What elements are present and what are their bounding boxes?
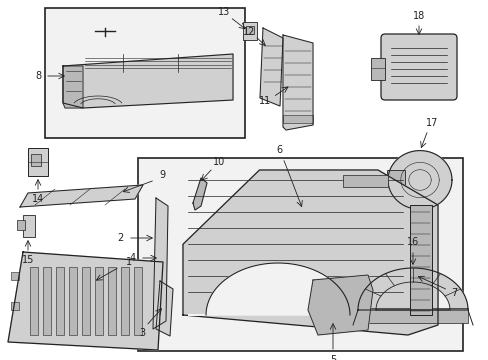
Bar <box>31 154 41 166</box>
Text: 10: 10 <box>212 157 224 167</box>
Bar <box>43 267 51 335</box>
Bar <box>11 272 19 280</box>
Text: 8: 8 <box>35 71 41 81</box>
Bar <box>69 267 77 335</box>
Bar <box>56 267 64 335</box>
Polygon shape <box>283 35 312 130</box>
Text: 2: 2 <box>117 233 123 243</box>
Text: 11: 11 <box>258 96 270 106</box>
Text: 9: 9 <box>159 170 165 180</box>
Text: 17: 17 <box>425 118 437 128</box>
Text: 5: 5 <box>329 355 335 360</box>
Polygon shape <box>183 170 437 335</box>
Text: 6: 6 <box>275 145 282 155</box>
Bar <box>28 148 48 176</box>
Bar <box>283 115 312 123</box>
Bar <box>108 267 116 335</box>
Polygon shape <box>307 275 372 335</box>
Bar <box>357 308 467 323</box>
Polygon shape <box>187 263 349 315</box>
Bar <box>138 158 462 351</box>
Polygon shape <box>153 198 168 329</box>
Polygon shape <box>387 150 451 210</box>
Polygon shape <box>20 185 142 207</box>
Bar <box>95 267 103 335</box>
Bar <box>134 267 142 335</box>
Text: 7: 7 <box>450 288 456 298</box>
Bar <box>243 22 257 40</box>
Polygon shape <box>8 252 163 350</box>
Bar <box>394 194 404 229</box>
Bar <box>386 170 404 194</box>
Text: 1: 1 <box>125 257 132 267</box>
Bar <box>409 205 431 315</box>
Bar <box>245 26 253 34</box>
FancyBboxPatch shape <box>380 34 456 100</box>
Bar <box>17 220 25 230</box>
Text: 14: 14 <box>32 194 44 204</box>
Polygon shape <box>156 281 173 336</box>
Text: 13: 13 <box>218 7 230 17</box>
Bar <box>342 175 387 187</box>
Polygon shape <box>63 54 232 108</box>
Polygon shape <box>260 28 283 106</box>
Text: 3: 3 <box>139 328 145 338</box>
Bar <box>23 215 35 237</box>
Bar <box>82 267 90 335</box>
Bar <box>11 302 19 310</box>
Bar <box>121 267 129 335</box>
Polygon shape <box>63 66 83 108</box>
Text: 16: 16 <box>406 237 418 247</box>
Text: 18: 18 <box>412 11 424 21</box>
Text: 4: 4 <box>130 253 136 263</box>
Text: 15: 15 <box>22 255 34 265</box>
Polygon shape <box>357 268 467 310</box>
Text: 12: 12 <box>243 27 255 37</box>
Bar <box>45 8 244 138</box>
Bar <box>370 58 384 80</box>
Bar <box>30 267 38 335</box>
Polygon shape <box>193 178 206 210</box>
